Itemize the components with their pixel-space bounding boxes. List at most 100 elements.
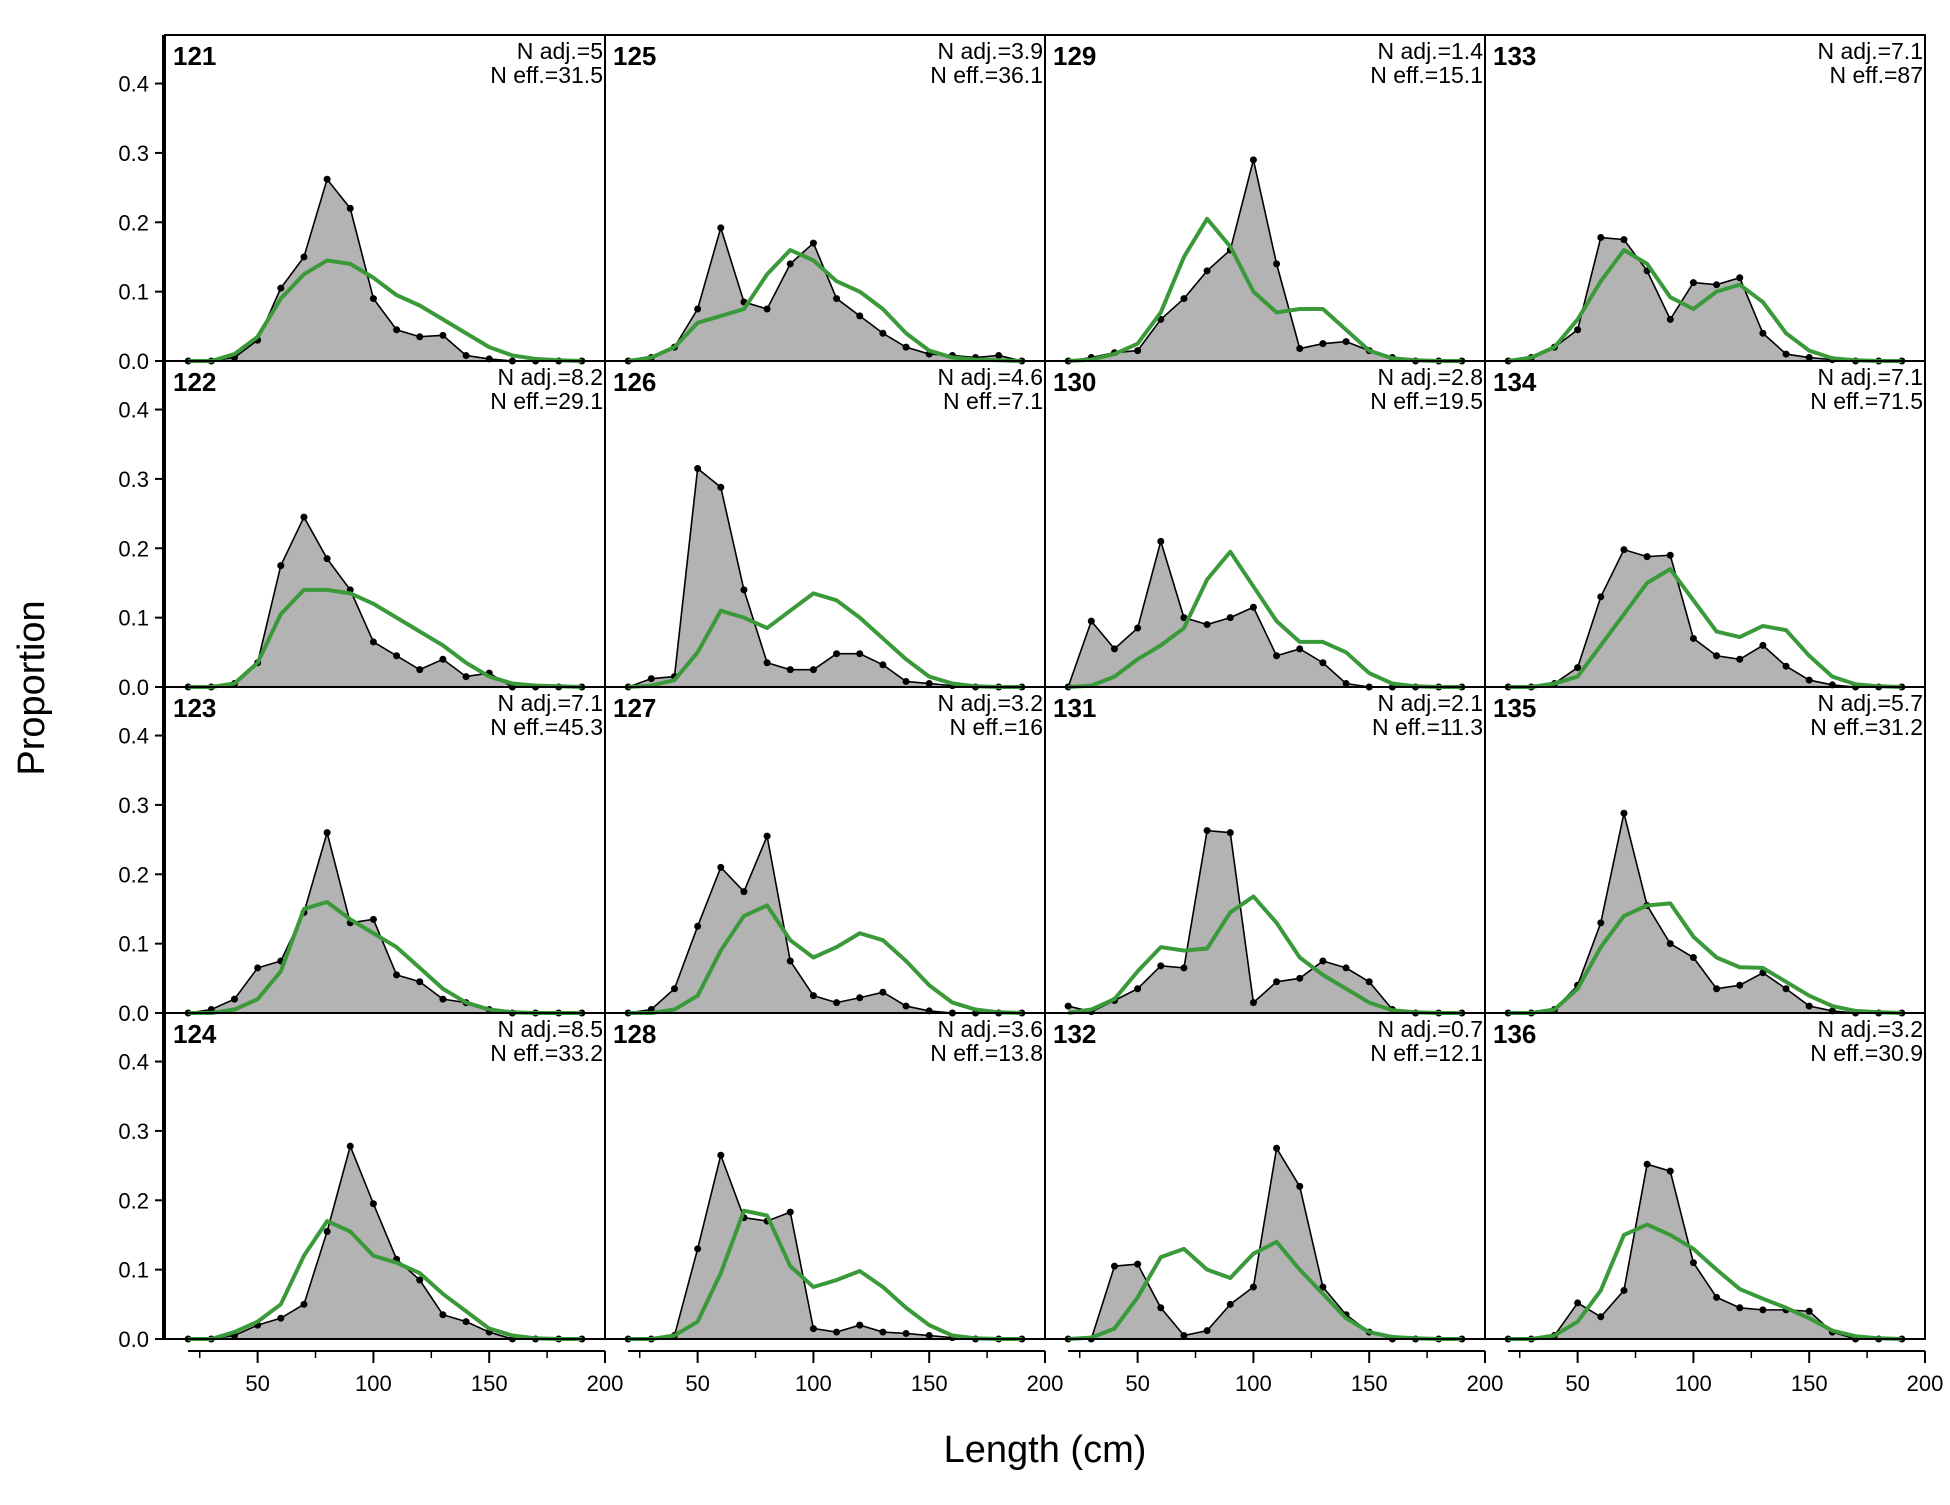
observed-point — [1805, 1002, 1813, 1010]
n-adj-label: N adj.=5.7 — [1818, 690, 1924, 716]
n-adj-label: N adj.=2.8 — [1378, 364, 1484, 390]
panel-125: 125 N adj.=3.9N eff.=36.1 — [604, 34, 1046, 365]
n-eff-label: N eff.=7.1 — [943, 388, 1043, 414]
observed-point — [1736, 981, 1744, 989]
panel-id-label: 136 — [1493, 1019, 1536, 1049]
n-eff-label: N eff.=19.5 — [1370, 388, 1483, 414]
n-eff-label: N eff.=30.9 — [1810, 1040, 1923, 1066]
observed-line — [1508, 813, 1902, 1014]
n-adj-label: N adj.=1.4 — [1378, 38, 1484, 64]
observed-point — [1666, 551, 1674, 559]
y-tick-label: 0.0 — [118, 349, 149, 374]
observed-point — [1574, 664, 1582, 672]
observed-area — [1508, 813, 1902, 1013]
panel-123: 123 N adj.=7.1N eff.=45.3 — [164, 686, 606, 1017]
observed-point — [323, 175, 331, 183]
observed-area — [1508, 549, 1902, 687]
observed-point — [1782, 662, 1790, 670]
n-adj-label: N adj.=8.2 — [498, 364, 604, 390]
n-adj-label: N adj.=7.1 — [498, 690, 604, 716]
y-tick-label: 0.2 — [118, 1188, 149, 1213]
observed-point — [346, 1142, 354, 1150]
observed-area — [1068, 541, 1462, 687]
observed-point — [439, 655, 447, 663]
observed-point — [462, 673, 470, 681]
panel-126: 126 N adj.=4.6N eff.=7.1 — [604, 360, 1046, 691]
observed-point — [254, 964, 262, 972]
y-tick-label: 0.0 — [118, 1001, 149, 1026]
observed-point — [1134, 624, 1142, 632]
observed-point — [416, 333, 424, 341]
observed-point — [1643, 1160, 1651, 1168]
observed-area — [188, 832, 582, 1013]
observed-point — [393, 326, 401, 334]
observed-point — [1643, 553, 1651, 561]
observed-area — [628, 227, 1022, 361]
observed-point — [809, 992, 817, 1000]
observed-point — [879, 661, 887, 669]
observed-area — [188, 179, 582, 361]
observed-point — [1689, 1259, 1697, 1267]
observed-point — [694, 922, 702, 930]
panel-124: 124 N adj.=8.5N eff.=33.2 — [164, 1012, 606, 1343]
n-eff-label: N eff.=71.5 — [1810, 388, 1923, 414]
y-tick-label: 0.3 — [118, 467, 149, 492]
x-tick-label: 150 — [1791, 1371, 1828, 1396]
observed-point — [1226, 829, 1234, 837]
expected-line — [628, 591, 1022, 689]
observed-point — [1273, 652, 1281, 660]
expected-line — [1067, 894, 1462, 1015]
observed-point — [1805, 354, 1813, 362]
observed-point — [1203, 1327, 1211, 1335]
x-tick-label: 150 — [471, 1371, 508, 1396]
observed-point — [786, 666, 794, 674]
panel-136: 136 N adj.=3.2N eff.=30.9 — [1484, 1012, 1926, 1343]
observed-point — [833, 650, 841, 658]
y-tick-label: 0.1 — [118, 280, 149, 305]
observed-point — [230, 995, 238, 1003]
expected-line — [188, 587, 582, 689]
expected-line — [1507, 248, 1902, 363]
y-tick-label: 0.0 — [118, 1327, 149, 1352]
observed-point — [1782, 985, 1790, 993]
observed-point — [369, 638, 377, 646]
observed-point — [1689, 279, 1697, 287]
observed-point — [1064, 1002, 1072, 1010]
observed-point — [1087, 617, 1095, 625]
n-eff-label: N eff.=31.2 — [1810, 714, 1923, 740]
observed-point — [1203, 267, 1211, 275]
x-tick-label: 200 — [1467, 1371, 1504, 1396]
observed-point — [1342, 680, 1350, 688]
observed-point — [1273, 1144, 1281, 1152]
x-tick-label: 200 — [1027, 1371, 1064, 1396]
observed-point — [670, 985, 678, 993]
observed-point — [809, 666, 817, 674]
observed-point — [856, 650, 864, 658]
panel-130: 130 N adj.=2.8N eff.=19.5 — [1044, 360, 1486, 691]
n-eff-label: N eff.=33.2 — [490, 1040, 603, 1066]
observed-point — [1249, 1283, 1257, 1291]
observed-point — [1759, 329, 1767, 337]
observed-point — [1180, 295, 1188, 303]
y-tick-label: 0.2 — [118, 536, 149, 561]
observed-point — [1597, 593, 1605, 601]
n-eff-label: N eff.=13.8 — [930, 1040, 1043, 1066]
observed-point — [1273, 260, 1281, 268]
observed-point — [1319, 340, 1327, 348]
observed-area — [188, 1146, 582, 1339]
observed-point — [300, 513, 308, 521]
x-tick-label: 200 — [1907, 1371, 1944, 1396]
observed-point — [1203, 827, 1211, 835]
x-tick-label: 100 — [1235, 1371, 1272, 1396]
n-eff-label: N eff.=29.1 — [490, 388, 603, 414]
observed-point — [369, 295, 377, 303]
panel-id-label: 126 — [613, 367, 656, 397]
observed-point — [1110, 645, 1118, 653]
x-tick-label: 50 — [685, 1371, 709, 1396]
observed-point — [369, 1200, 377, 1208]
observed-point — [717, 863, 725, 871]
observed-point — [1620, 1286, 1628, 1294]
observed-point — [1713, 281, 1721, 289]
observed-area — [628, 836, 1022, 1013]
